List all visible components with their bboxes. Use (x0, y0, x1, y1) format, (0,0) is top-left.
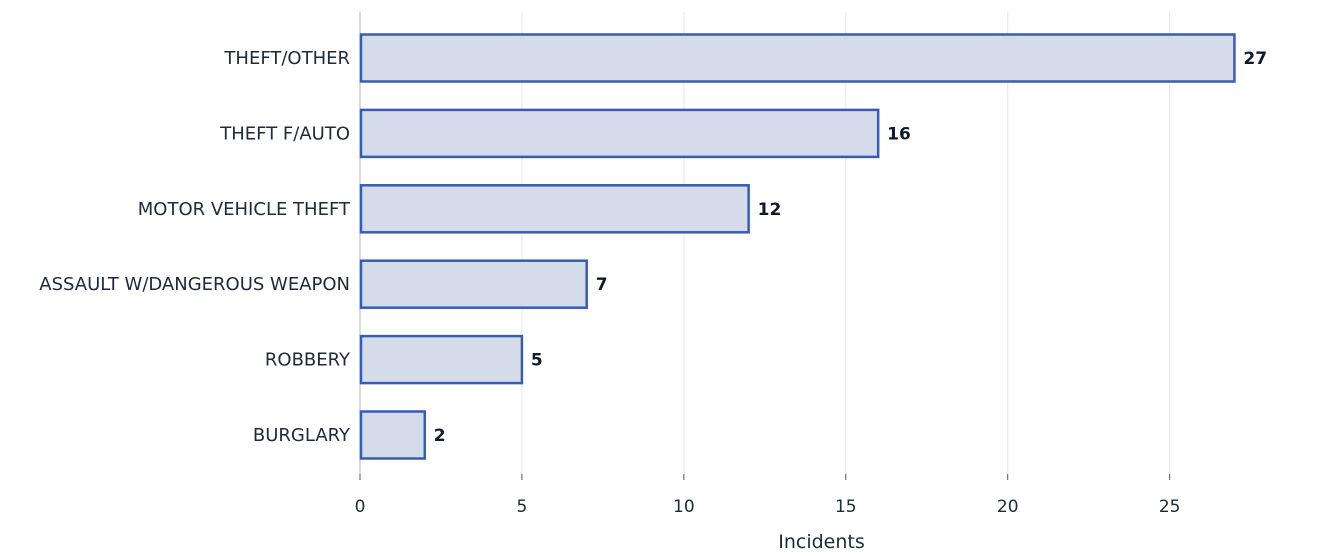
category-label: BURGLARY (253, 425, 351, 446)
bar-value-label: 12 (758, 200, 782, 220)
value-labels-group: 27 16 12 7 5 2 (434, 49, 1267, 446)
category-label: MOTOR VEHICLE THEFT (138, 199, 351, 220)
bar (359, 410, 427, 460)
x-tick-label: 0 (355, 497, 366, 517)
bar-value-label: 2 (434, 426, 446, 446)
bar (359, 33, 1236, 83)
x-axis-title: Incidents (778, 531, 865, 553)
category-label: ASSAULT W/DANGEROUS WEAPON (39, 274, 350, 295)
bars-group (359, 33, 1236, 460)
x-tick-label: 10 (673, 497, 695, 517)
bar-value-label: 5 (531, 351, 543, 371)
bar (359, 334, 524, 385)
category-labels-group: THEFT/OTHER THEFT F/AUTO MOTOR VEHICLE THE… (39, 48, 351, 446)
bar (359, 108, 880, 159)
x-tick-label: 25 (1159, 497, 1181, 517)
category-label: ROBBERY (265, 350, 351, 371)
x-tick-label: 15 (835, 497, 857, 517)
x-ticks-group: 0 5 10 15 20 25 (355, 474, 1181, 517)
bar-value-label: 16 (887, 124, 911, 144)
grid-lines (521, 12, 1171, 474)
bar (359, 259, 588, 309)
bar-value-label: 7 (596, 275, 608, 295)
x-tick-label: 5 (517, 497, 528, 517)
x-tick-label: 20 (997, 497, 1019, 517)
category-label: THEFT/OTHER (223, 48, 350, 69)
category-label: THEFT F/AUTO (219, 123, 350, 144)
bar (359, 184, 750, 234)
bar-value-label: 27 (1243, 49, 1267, 69)
